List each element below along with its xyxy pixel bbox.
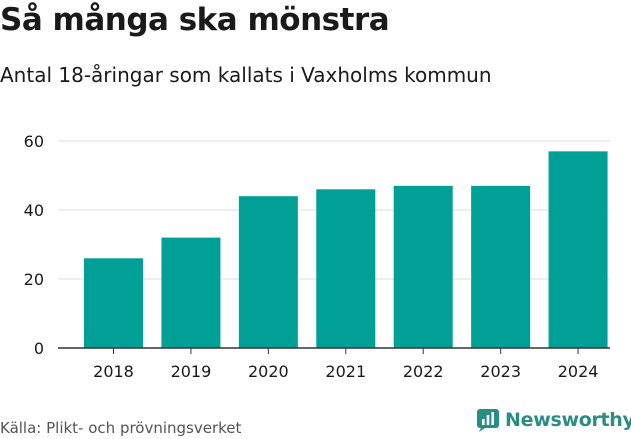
- x-tick-label: 2021: [325, 362, 366, 381]
- y-tick-label: 60: [24, 132, 44, 151]
- bar-chart: 0 20 40 60 2018 2019 2020 2021 2022 2023 2024: [24, 132, 610, 381]
- x-tick-label: 2024: [558, 362, 599, 381]
- bar-chart-logo-icon: [477, 409, 499, 432]
- bar: [393, 185, 453, 348]
- bar: [471, 185, 531, 348]
- x-tick-label: 2020: [248, 362, 289, 381]
- chart-title: Så många ska mönstra: [0, 2, 390, 38]
- brand-name: Newsworthy: [505, 409, 631, 431]
- x-tick-label: 2019: [171, 362, 212, 381]
- x-tick-label: 2023: [480, 362, 521, 381]
- x-tick-label: 2022: [403, 362, 444, 381]
- bar: [238, 196, 298, 348]
- y-tick-label: 40: [24, 201, 44, 220]
- chart-subtitle: Antal 18-åringar som kallats i Vaxholms …: [0, 63, 492, 87]
- y-tick-label: 20: [24, 270, 44, 289]
- bar: [316, 189, 376, 348]
- brand-logo: Newsworthy: [476, 408, 631, 432]
- source-note: Källa: Plikt- och prövningsverket: [0, 419, 242, 437]
- y-tick-label: 0: [34, 339, 44, 358]
- bar: [84, 258, 143, 348]
- x-tick-label: 2018: [93, 362, 134, 381]
- bar: [548, 151, 608, 348]
- bar: [161, 237, 221, 348]
